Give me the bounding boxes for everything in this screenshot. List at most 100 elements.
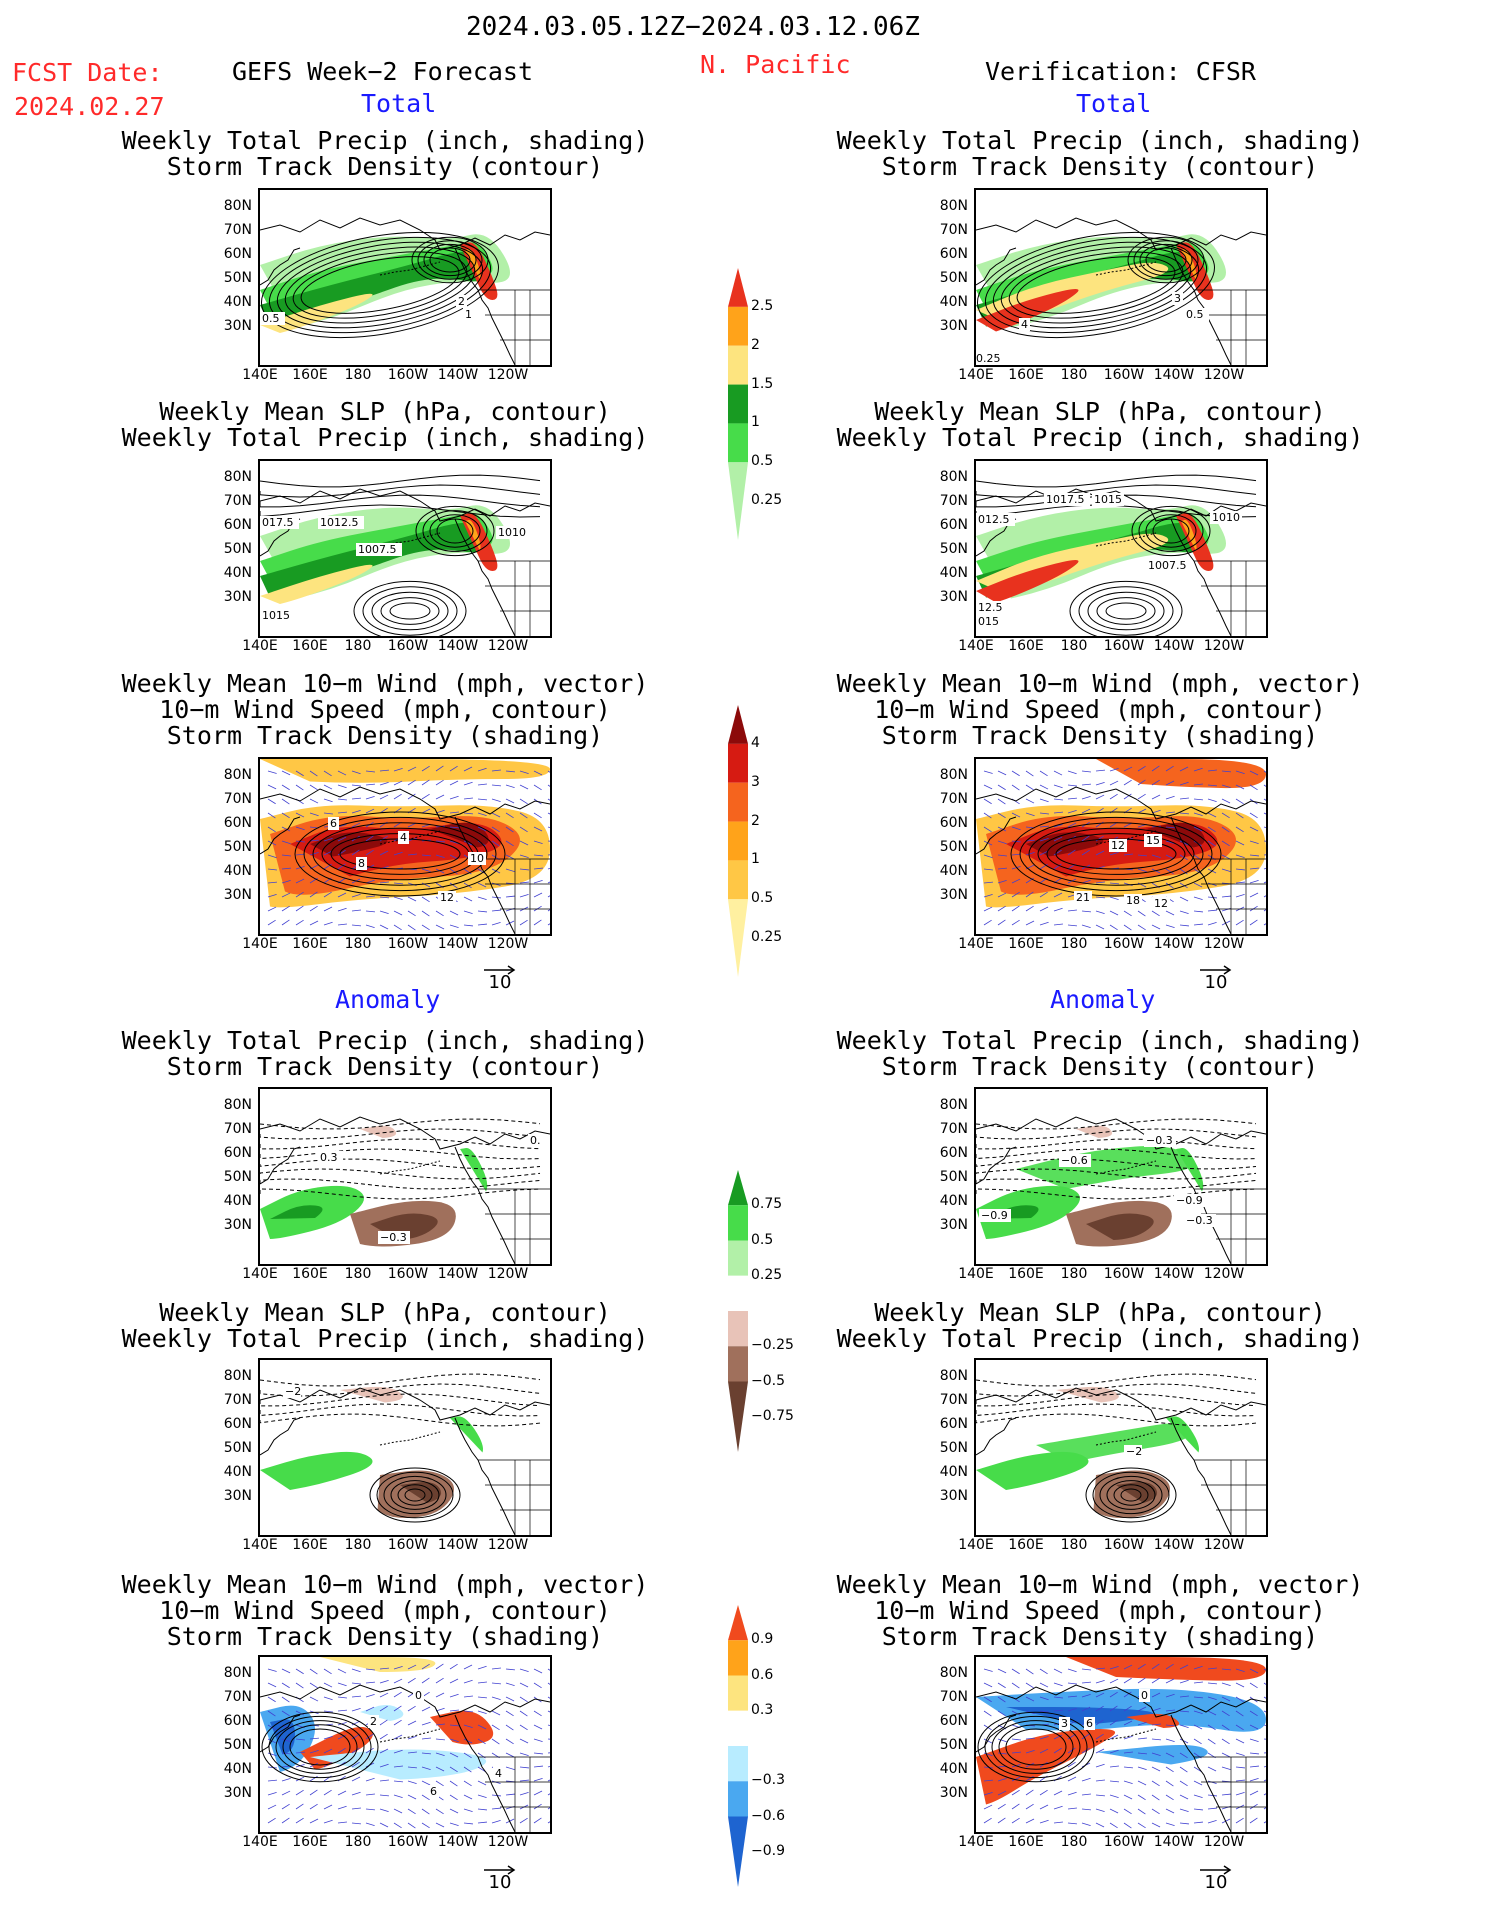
wind-vector <box>435 1738 445 1741</box>
wind-vector <box>1095 1719 1104 1726</box>
storm-track-anom-contour <box>260 1168 541 1180</box>
wind-vector <box>533 770 543 776</box>
lat-tick-label: 80N <box>939 1097 968 1113</box>
lon-tick-label: 160E <box>1008 1537 1044 1553</box>
svg-text:1010: 1010 <box>1212 511 1240 524</box>
wind-vector <box>477 767 487 772</box>
wind-vector <box>547 812 550 815</box>
wind-vector <box>309 812 319 817</box>
wind-vector <box>323 1668 332 1675</box>
wind-vector <box>1179 1664 1189 1670</box>
wind-vector <box>1179 1780 1188 1787</box>
colorbar-label: −0.9 <box>751 1842 785 1859</box>
wind-vector <box>1165 1678 1175 1684</box>
wind-vector <box>491 909 501 912</box>
wind-vector <box>1039 1789 1048 1796</box>
wind-vector <box>1095 1808 1105 1813</box>
wind-vector <box>1151 1822 1161 1828</box>
lon-tick-label: 160E <box>1008 1266 1044 1282</box>
wind-vector <box>1235 1766 1245 1769</box>
wind-vector <box>1249 826 1259 832</box>
wind-vector <box>1095 850 1105 856</box>
wind-vector <box>281 1778 291 1782</box>
wind-vector <box>1067 797 1077 800</box>
slp-anom-contour <box>390 1480 440 1510</box>
wind-vector <box>997 812 1006 819</box>
wind-vector <box>1165 1766 1174 1773</box>
wind-vector <box>351 822 361 828</box>
wind-vector <box>1039 1668 1048 1675</box>
wind-vector <box>505 826 514 833</box>
wind-vector <box>547 1779 550 1782</box>
coastline-north <box>260 488 550 522</box>
coastline-west-america <box>1170 816 1232 934</box>
lon-tick-label: 160E <box>292 936 328 952</box>
wind-vector <box>1081 783 1091 786</box>
wind-vector <box>1053 923 1063 926</box>
wind-vector <box>351 770 361 775</box>
wind-vector <box>533 1682 542 1689</box>
lon-tick-label: 160W <box>1103 1537 1145 1553</box>
slp-anom-contour <box>404 1488 426 1502</box>
contour-label: 3 <box>1059 1717 1070 1730</box>
wind-vector <box>1095 1794 1105 1797</box>
wind-vector <box>407 1822 416 1829</box>
wind-vector <box>323 1696 333 1701</box>
wind-vector <box>337 923 347 926</box>
wind-vector <box>505 1793 515 1796</box>
lat-tick-label: 70N <box>223 1689 252 1705</box>
wind-vector <box>337 907 347 912</box>
wind-vector <box>309 852 319 856</box>
contour-label: −0.3 <box>1144 1134 1176 1147</box>
wind-vector <box>1207 1766 1217 1772</box>
vector-ref-L3: 10 <box>480 962 520 993</box>
wind-vector <box>1221 1752 1231 1758</box>
precip-shade-1.5 <box>260 564 373 604</box>
period-title: 2024.03.05.12Z−2024.03.12.06Z <box>466 12 920 42</box>
contour-label: 15 <box>1144 834 1162 847</box>
svg-text:0: 0 <box>415 1689 422 1702</box>
wind-vector <box>1039 1736 1049 1740</box>
wind-vector <box>1011 853 1021 856</box>
wind-vector <box>1165 811 1175 814</box>
wind-vector <box>1011 1789 1020 1796</box>
vector-ref-R3: 10 <box>1196 962 1236 993</box>
lon-tick-label: 160W <box>1103 638 1145 654</box>
wind-vector <box>337 1734 347 1740</box>
wind-vector <box>1179 1724 1189 1729</box>
lat-tick-label: 30N <box>223 887 252 903</box>
wind-vector <box>323 784 333 790</box>
wind-vector <box>547 923 550 926</box>
contour-label: 12.5 <box>976 601 1008 614</box>
wind-vector <box>983 798 992 805</box>
wind-vector <box>281 784 290 791</box>
wind-vector <box>547 1821 550 1824</box>
wind-vector <box>1263 784 1266 787</box>
wind-vector <box>1263 1724 1266 1727</box>
wind-vector <box>477 1821 487 1824</box>
wind-vector <box>1165 1794 1174 1801</box>
wind-vector <box>365 1681 375 1684</box>
wind-vector <box>1235 854 1245 859</box>
wind-vector <box>337 811 347 814</box>
wind-vector <box>505 868 515 873</box>
wind-vector <box>1025 784 1034 791</box>
wind-vector <box>1207 1724 1216 1731</box>
colorbar-segment <box>728 462 748 540</box>
storm-track-contour <box>423 243 477 277</box>
slp-contour <box>1105 602 1147 620</box>
wind-vector <box>1249 840 1259 845</box>
wind-vector <box>1095 1680 1105 1684</box>
lat-tick-label: 60N <box>223 246 252 262</box>
precip-anom-pos <box>260 1451 373 1490</box>
wind-vector <box>1263 1696 1266 1699</box>
slp-contour <box>371 591 449 631</box>
wind-vector <box>435 1663 444 1670</box>
coastline-north <box>976 1116 1266 1150</box>
slp-contour <box>362 586 458 636</box>
wind-vector <box>1179 910 1189 915</box>
wind-vector <box>1193 1780 1203 1786</box>
wind-vector <box>351 1668 361 1673</box>
title-L3: Weekly Mean 10−m Wind (mph, vector) 10−m … <box>121 669 649 750</box>
title-R3: Weekly Mean 10−m Wind (mph, vector) 10−m … <box>836 669 1364 750</box>
